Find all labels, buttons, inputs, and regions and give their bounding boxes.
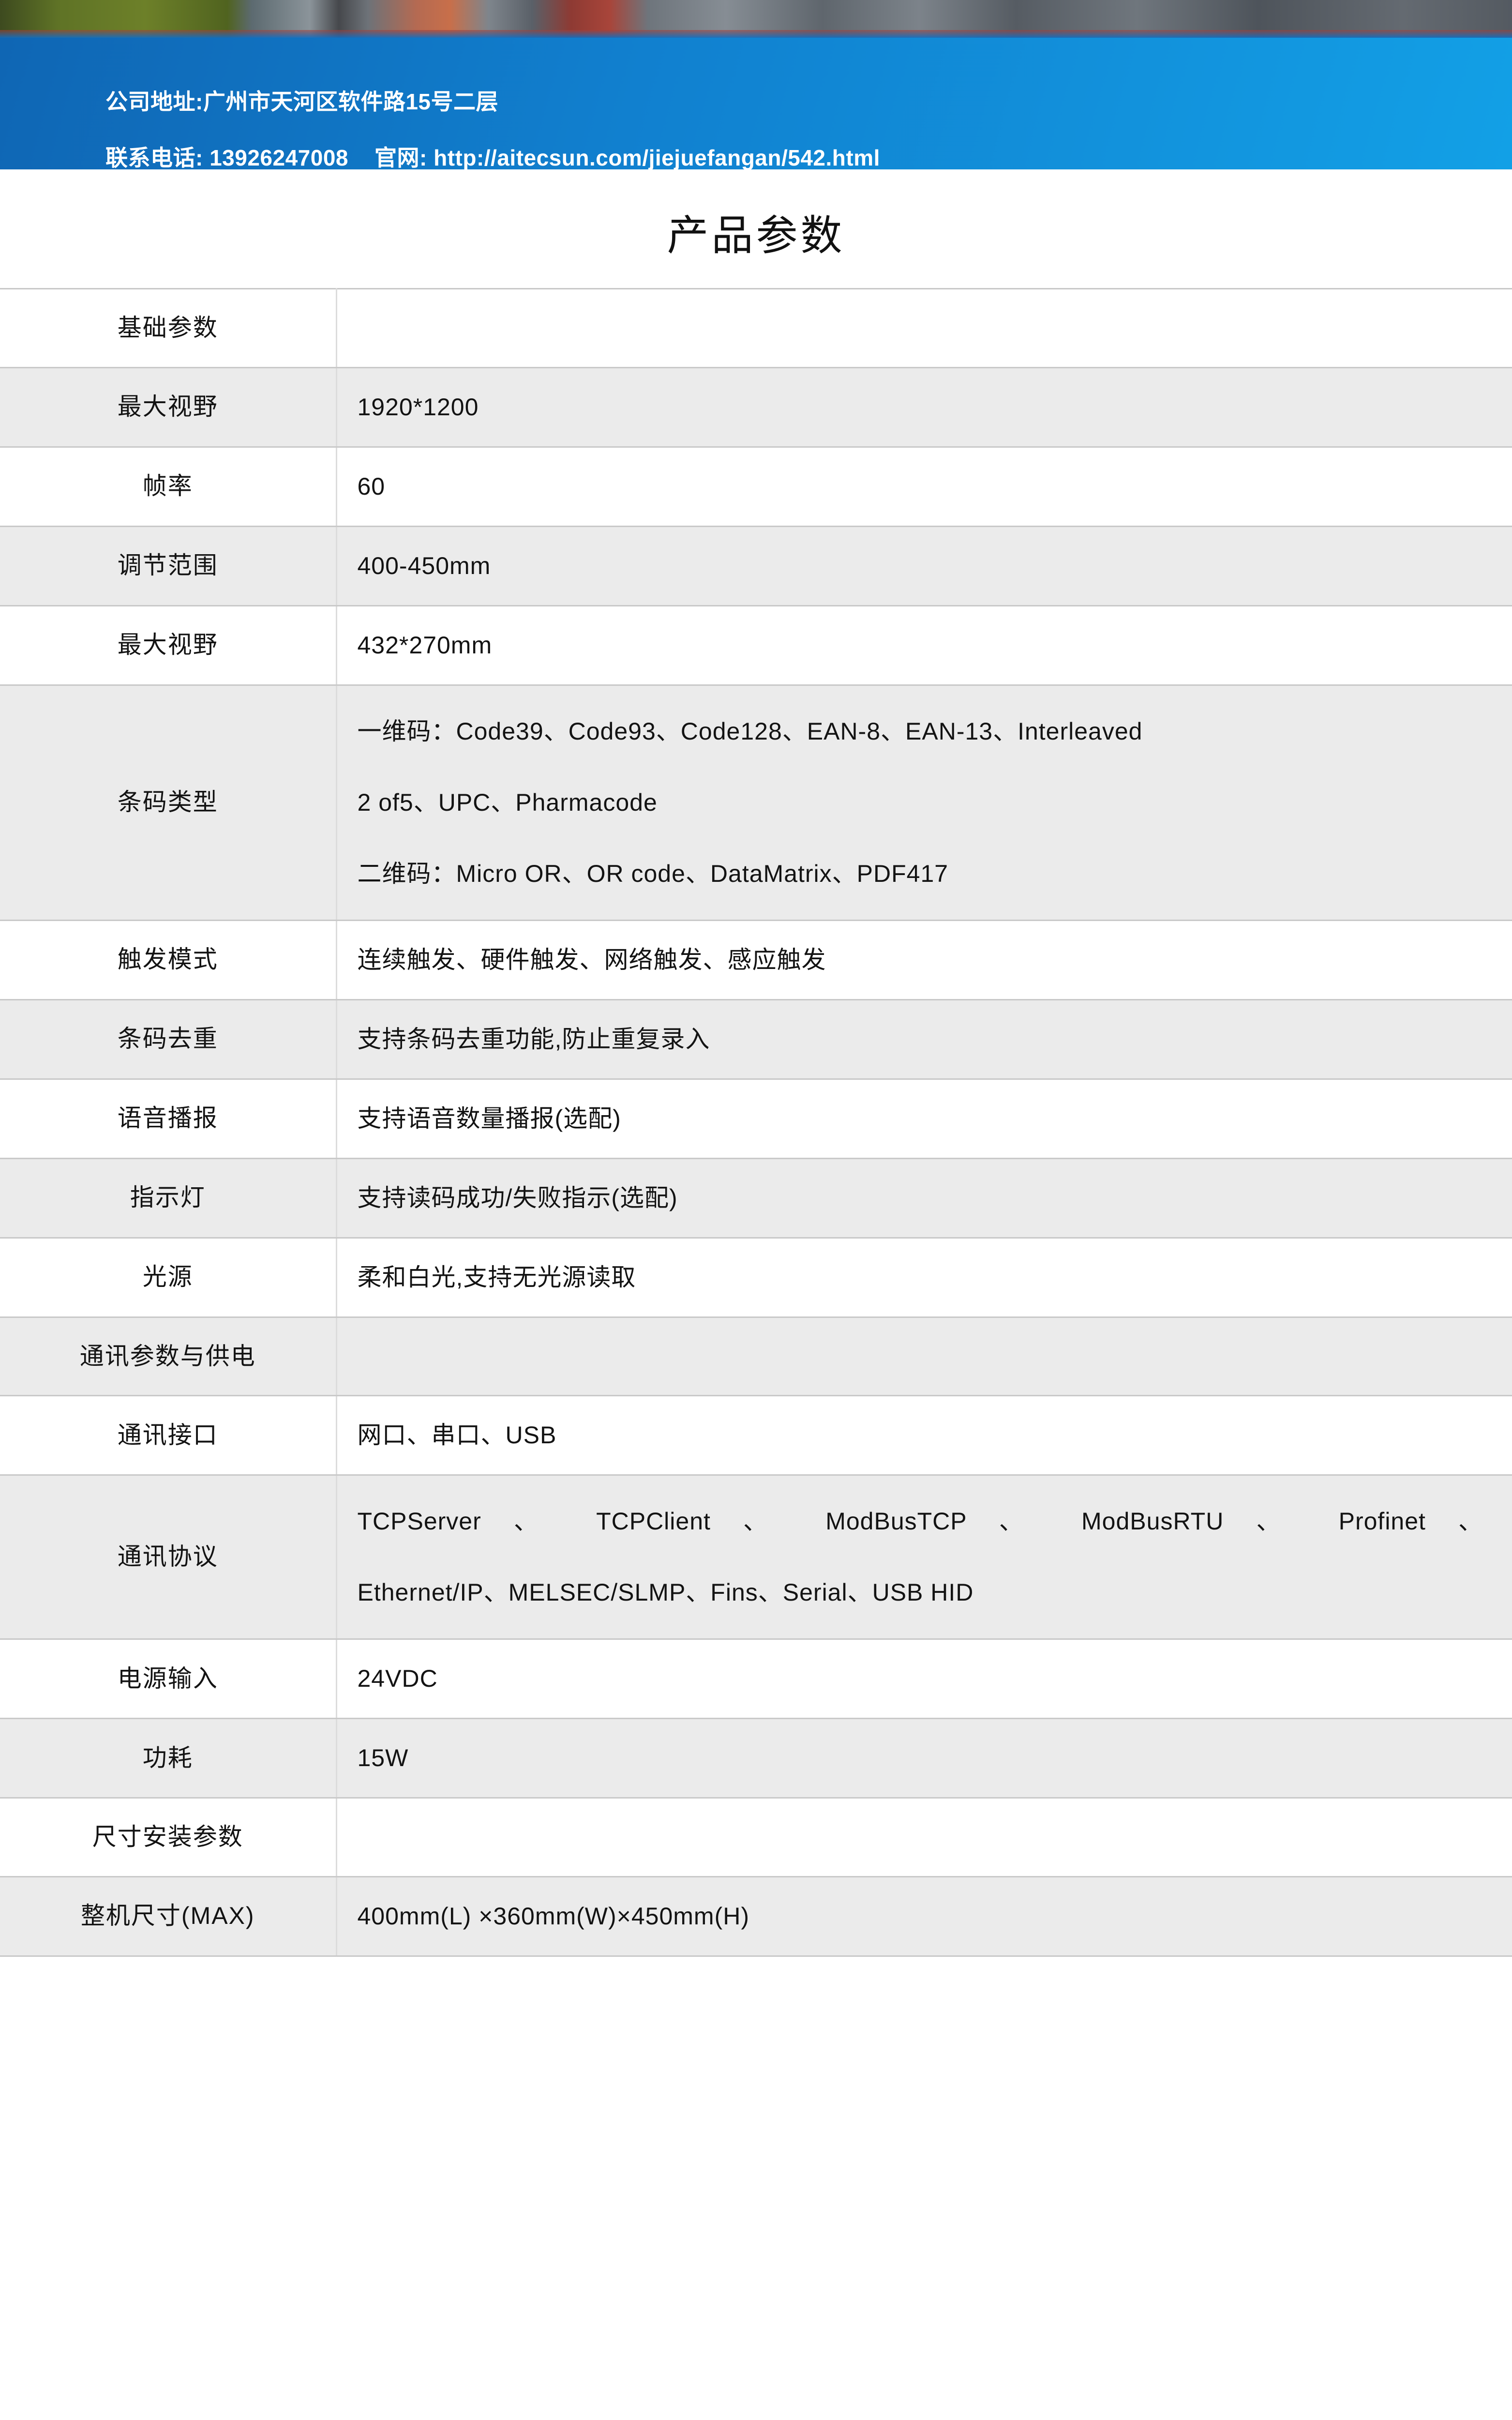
spec-value — [336, 1798, 1512, 1877]
spec-label: 帧率 — [0, 447, 337, 527]
product-spec-table: 基础参数 最大视野 1920*1200 帧率 60 调节范围 400-450mm… — [0, 288, 1512, 1957]
spec-value-multiline: 一维码：Code39、Code93、Code128、EAN-8、EAN-13、I… — [336, 685, 1512, 921]
table-row: 触发模式 连续触发、硬件触发、网络触发、感应触发 — [0, 920, 1512, 1000]
spec-value: 网口、串口、USB — [336, 1395, 1512, 1476]
spec-label: 电源输入 — [0, 1639, 337, 1719]
spec-label: 通讯接口 — [0, 1395, 337, 1476]
table-row: 基础参数 — [0, 288, 1512, 368]
page-title: 产品参数 — [667, 212, 845, 259]
spec-value: 15W — [336, 1718, 1512, 1799]
spec-value: 400mm(L) ×360mm(W)×450mm(H) — [336, 1876, 1512, 1957]
spec-value-line: TCPServer 、 TCPClient 、 ModBusTCP 、 ModB… — [357, 1508, 1483, 1535]
spec-label: 通讯协议 — [0, 1475, 337, 1640]
spec-label: 触发模式 — [0, 920, 337, 1000]
table-row: 尺寸安装参数 — [0, 1798, 1512, 1877]
spec-label: 条码类型 — [0, 685, 337, 921]
spec-value: 60 — [336, 447, 1512, 527]
spec-value: 24VDC — [336, 1639, 1512, 1719]
table-row: 条码去重 支持条码去重功能,防止重复录入 — [0, 999, 1512, 1080]
table-row: 光源 柔和白光,支持无光源读取 — [0, 1238, 1512, 1318]
spec-value: 支持条码去重功能,防止重复录入 — [336, 999, 1512, 1080]
table-row: 最大视野 1920*1200 — [0, 367, 1512, 448]
table-row: 整机尺寸(MAX) 400mm(L) ×360mm(W)×450mm(H) — [0, 1876, 1512, 1957]
spec-label: 功耗 — [0, 1718, 337, 1799]
spec-label: 整机尺寸(MAX) — [0, 1876, 337, 1957]
banner-photo-strip — [0, 0, 1512, 38]
contact-line: 联系电话: 13926247008 官网: http://aitecsun.com… — [105, 140, 880, 169]
table-row: 通讯接口 网口、串口、USB — [0, 1395, 1512, 1476]
table-row: 最大视野 432*270mm — [0, 605, 1512, 686]
contact-phone-text: 联系电话: 13926247008 — [105, 145, 349, 169]
table-row: 帧率 60 — [0, 447, 1512, 527]
spec-value: 连续触发、硬件触发、网络触发、感应触发 — [336, 920, 1512, 1000]
spec-value-line: 二维码：Micro OR、OR code、DataMatrix、PDF417 — [357, 860, 949, 887]
spec-label: 条码去重 — [0, 999, 337, 1080]
spec-value — [336, 288, 1512, 368]
spec-value: 400-450mm — [336, 526, 1512, 606]
spec-value-multiline: TCPServer 、 TCPClient 、 ModBusTCP 、 ModB… — [336, 1475, 1512, 1640]
spec-label: 尺寸安装参数 — [0, 1798, 337, 1877]
spec-label: 调节范围 — [0, 526, 337, 606]
spec-label: 通讯参数与供电 — [0, 1317, 337, 1396]
table-row: 电源输入 24VDC — [0, 1639, 1512, 1719]
banner-blue-area: 公司地址:广州市天河区软件路15号二层 联系电话: 13926247008 官网:… — [0, 38, 1512, 169]
table-row: 通讯参数与供电 — [0, 1317, 1512, 1396]
contact-website-link[interactable]: 官网: http://aitecsun.com/jiejuefangan/542… — [374, 145, 880, 169]
spec-value: 支持语音数量播报(选配) — [336, 1079, 1512, 1159]
spec-table-body: 基础参数 最大视野 1920*1200 帧率 60 调节范围 400-450mm… — [0, 288, 1512, 1957]
spec-value — [336, 1317, 1512, 1396]
table-row: 调节范围 400-450mm — [0, 526, 1512, 606]
spec-label: 最大视野 — [0, 605, 337, 686]
table-row: 语音播报 支持语音数量播报(选配) — [0, 1079, 1512, 1159]
spec-value-line: Ethernet/IP、MELSEC/SLMP、Fins、Serial、USB … — [357, 1579, 974, 1606]
spec-label: 指示灯 — [0, 1158, 337, 1239]
spec-value: 支持读码成功/失败指示(选配) — [336, 1158, 1512, 1239]
spec-label: 光源 — [0, 1238, 337, 1318]
spec-value: 柔和白光,支持无光源读取 — [336, 1238, 1512, 1318]
spec-value: 1920*1200 — [336, 367, 1512, 448]
spec-value: 432*270mm — [336, 605, 1512, 686]
table-row: 指示灯 支持读码成功/失败指示(选配) — [0, 1158, 1512, 1239]
spec-label: 语音播报 — [0, 1079, 337, 1159]
table-row: 功耗 15W — [0, 1718, 1512, 1799]
table-row: 通讯协议 TCPServer 、 TCPClient 、 ModBusTCP 、… — [0, 1475, 1512, 1640]
spec-label: 最大视野 — [0, 367, 337, 448]
company-address-text: 公司地址:广州市天河区软件路15号二层 — [105, 89, 498, 114]
contact-banner: 公司地址:广州市天河区软件路15号二层 联系电话: 13926247008 官网:… — [0, 0, 1512, 169]
spec-value-line: 一维码：Code39、Code93、Code128、EAN-8、EAN-13、I… — [357, 717, 1143, 745]
table-row: 条码类型 一维码：Code39、Code93、Code128、EAN-8、EAN… — [0, 685, 1512, 921]
spec-label: 基础参数 — [0, 288, 337, 368]
spec-value-line: 2 of5、UPC、Pharmacode — [357, 788, 658, 816]
